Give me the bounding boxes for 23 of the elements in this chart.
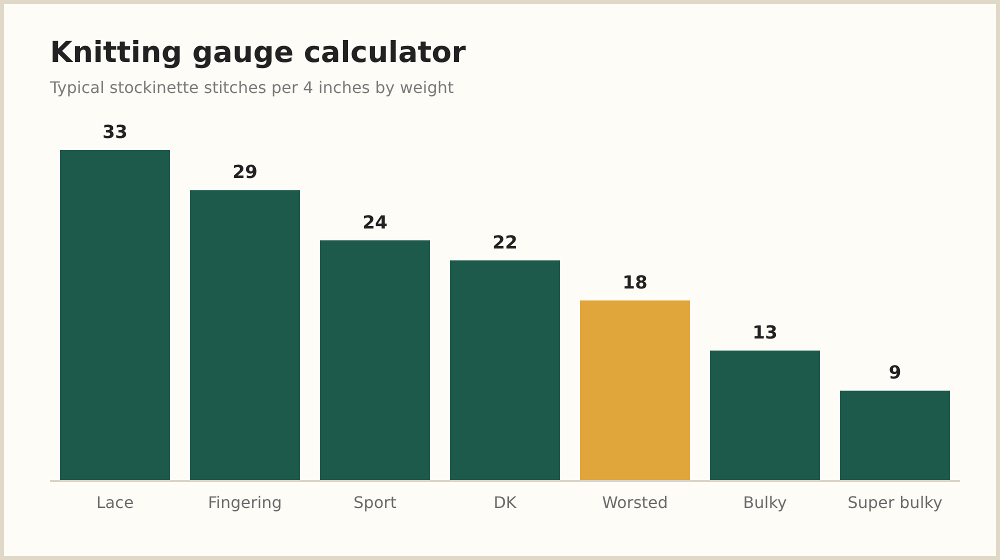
bar (190, 190, 300, 481)
bar (710, 350, 820, 481)
chart-subtitle: Typical stockinette stitches per 4 inches by weight (49, 78, 454, 97)
bar (60, 150, 170, 481)
data-label: 22 (492, 232, 518, 254)
x-tick-label: Worsted (602, 493, 668, 512)
chart-title: Knitting gauge calculator (50, 35, 467, 69)
x-tick-label: Super bulky (848, 493, 942, 512)
data-label: 13 (752, 322, 778, 344)
data-label: 33 (102, 122, 128, 143)
x-tick-label: Sport (354, 493, 396, 512)
bar (840, 390, 950, 481)
x-tick-label: Bulky (743, 493, 787, 512)
x-tick-label: Lace (96, 493, 134, 512)
data-label: 9 (888, 362, 902, 384)
bar (320, 240, 430, 481)
data-label: 29 (232, 162, 258, 184)
x-tick-label: Fingering (208, 493, 282, 512)
bar (580, 300, 690, 481)
data-label: 24 (362, 212, 388, 234)
data-label: 18 (622, 272, 648, 294)
x-tick-label: DK (494, 493, 517, 512)
bar (450, 260, 560, 481)
